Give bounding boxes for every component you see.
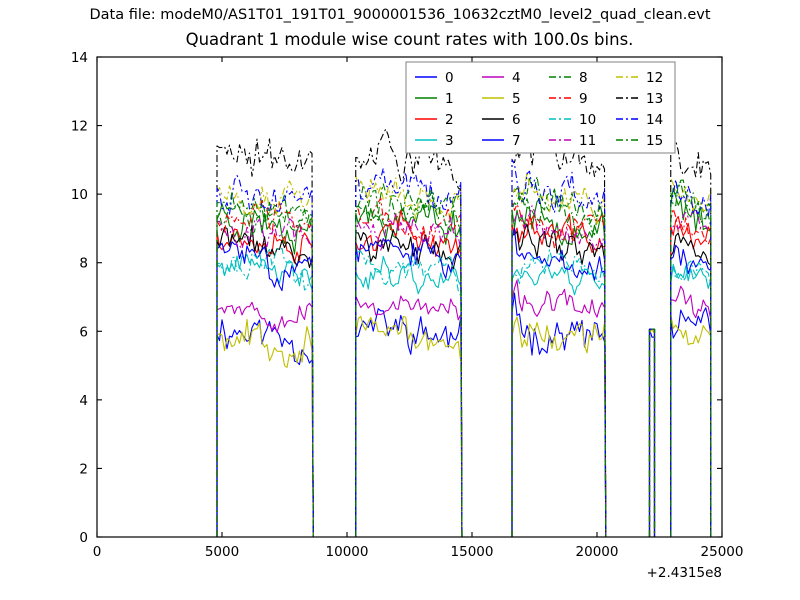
series-line-3 [216,253,712,538]
y-tick-label: 10 [71,187,88,203]
legend-frame [405,61,676,154]
y-tick-label: 6 [79,324,88,340]
series-line-12 [216,171,712,538]
y-tick-label: 0 [79,530,88,546]
legend-label-14: 14 [646,112,663,128]
series-line-7 [216,227,712,538]
x-tick-label: 25000 [701,544,744,560]
series-line-6 [216,223,712,538]
axes-layer: 0 5000 10000 15000 20000 2500002468101214+2.4… [71,50,744,581]
legend-label-13: 13 [646,91,663,107]
legend-label-4: 4 [512,70,521,86]
legend-label-11: 11 [579,133,596,149]
legend-label-10: 10 [579,112,596,128]
series-layer [216,125,712,538]
x-tick-label: 5000 [205,544,239,560]
x-tick-label: 10000 [326,544,369,560]
y-tick-label: 2 [79,461,88,477]
legend-label-3: 3 [445,133,454,149]
legend-label-15: 15 [646,133,663,149]
data-file-suptitle: Data file: modeM0/AS1T01_191T01_90000015… [89,7,711,23]
x-tick-label: 0 [93,544,102,560]
y-tick-label: 4 [79,393,88,409]
plot-title: Quadrant 1 module wise count rates with … [185,30,634,49]
legend-label-9: 9 [579,91,588,107]
series-line-1 [216,187,712,538]
legend-label-2: 2 [445,112,454,128]
series-line-15 [216,179,712,538]
series-line-5 [216,313,712,538]
series-line-4 [216,279,712,538]
legend-label-0: 0 [445,70,454,86]
legend-label-7: 7 [512,133,521,149]
y-tick-label: 12 [71,119,88,135]
x-tick-label: 15000 [451,544,494,560]
series-line-2 [216,209,712,538]
legend-label-1: 1 [445,91,454,107]
legend-label-8: 8 [579,70,588,86]
y-tick-label: 8 [79,256,88,272]
series-line-9 [216,197,712,538]
series-line-14 [216,158,712,538]
x-tick-label: 20000 [576,544,619,560]
x-axis-offset-label: +2.4315e8 [647,565,722,581]
series-line-8 [216,175,712,538]
legend-label-5: 5 [512,91,521,107]
series-line-0 [216,292,712,538]
legend-label-12: 12 [646,70,663,86]
legend-label-6: 6 [512,112,521,128]
y-tick-label: 14 [71,50,88,66]
series-line-11 [216,205,712,538]
series-line-13 [216,125,712,538]
axes-frame [96,56,723,538]
series-line-10 [216,247,712,538]
